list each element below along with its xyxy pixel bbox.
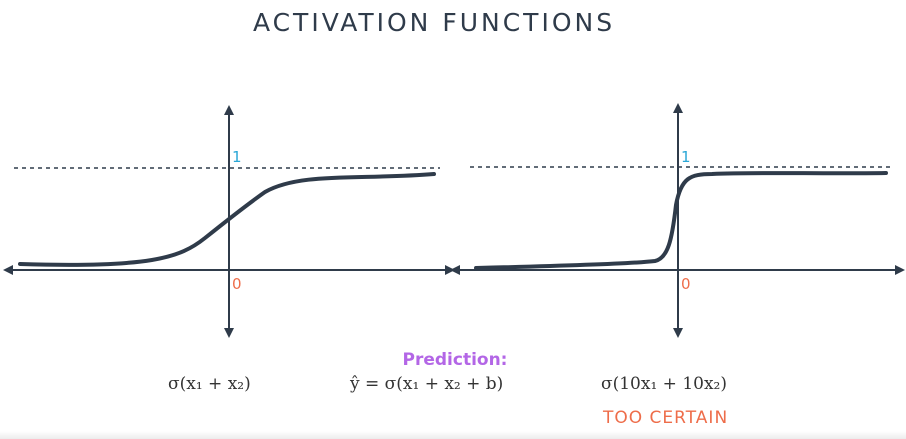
right-formula: σ(10x₁ + 10x₂) bbox=[601, 374, 727, 394]
prediction-label: Prediction: bbox=[402, 350, 508, 370]
too-certain-label: TOO CERTAIN bbox=[603, 408, 729, 428]
bottom-shadow bbox=[0, 431, 906, 439]
left-y-one-label: 1 bbox=[232, 148, 242, 166]
right-sigmoid-curve bbox=[474, 171, 888, 270]
prediction-formula: ŷ = σ(x₁ + x₂ + b) bbox=[350, 374, 504, 394]
left-origin-label: 0 bbox=[232, 275, 242, 293]
right-y-one-label: 1 bbox=[681, 148, 691, 166]
left-sigmoid-plot: 1 0 bbox=[3, 105, 455, 338]
left-sigmoid-curve bbox=[18, 172, 436, 267]
left-formula: σ(x₁ + x₂) bbox=[168, 374, 251, 394]
right-origin-label: 0 bbox=[681, 275, 691, 293]
right-sigmoid-plot: 1 0 bbox=[450, 103, 905, 338]
page-title: ACTIVATION FUNCTIONS bbox=[252, 8, 616, 37]
